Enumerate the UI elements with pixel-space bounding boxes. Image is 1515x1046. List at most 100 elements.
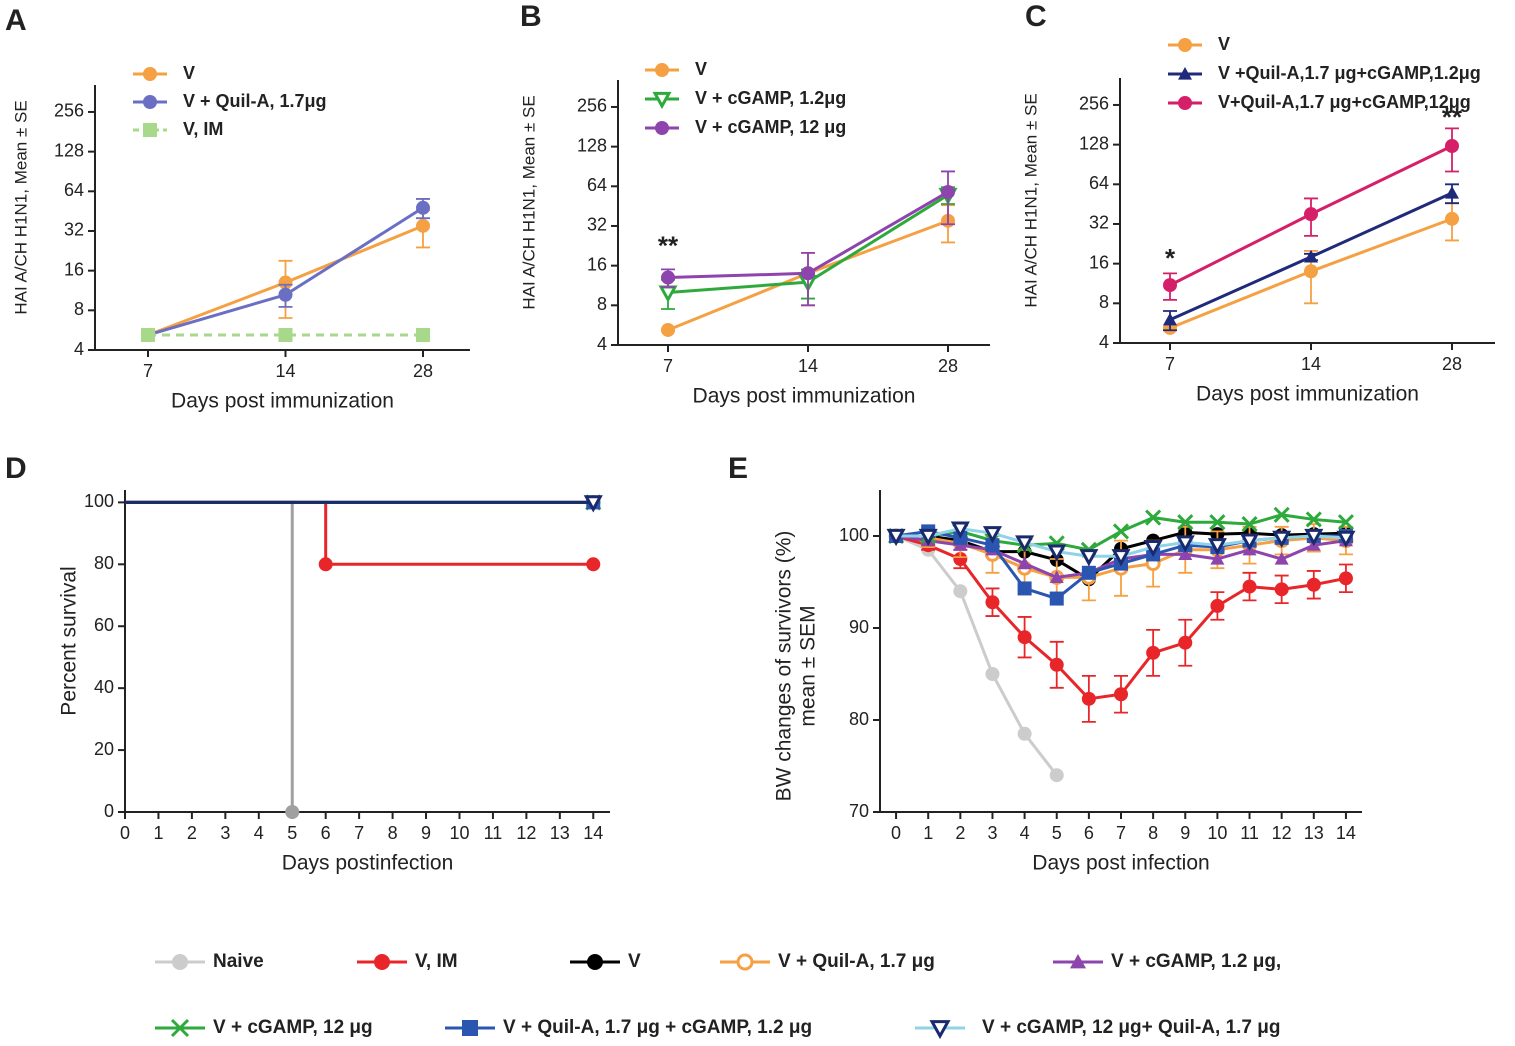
annotation: **	[658, 230, 679, 260]
x-tick-label: 3	[987, 823, 997, 843]
marker	[285, 805, 300, 819]
marker	[1017, 726, 1032, 741]
marker	[1272, 530, 1292, 548]
marker	[462, 1020, 478, 1036]
legend-label: V	[183, 63, 195, 83]
marker	[318, 557, 333, 572]
marker	[1242, 579, 1257, 594]
x-axis-label: Days postinfection	[282, 852, 454, 875]
marker	[652, 91, 672, 110]
y-tick-label: 256	[577, 96, 607, 116]
y-tick-label: 70	[849, 801, 869, 821]
marker	[278, 287, 293, 302]
y-tick-label: 16	[64, 259, 84, 279]
marker	[1049, 768, 1064, 783]
marker	[1081, 691, 1096, 706]
x-tick-label: 9	[421, 823, 431, 843]
legend-label: V +Quil-A,1.7 μg+cGAMP,1.2μg	[1218, 63, 1481, 83]
x-tick-label: 12	[1272, 823, 1292, 843]
y-tick-label: 4	[74, 339, 84, 359]
marker	[583, 495, 603, 513]
marker	[1146, 645, 1161, 660]
y-tick-label: 16	[1089, 252, 1109, 272]
x-tick-label: 4	[1020, 823, 1030, 843]
marker	[143, 67, 157, 81]
marker	[953, 584, 968, 599]
marker	[1175, 535, 1195, 553]
marker	[416, 327, 430, 342]
legend-label: V + Quil-A, 1.7 μg	[778, 951, 935, 972]
y-tick-label: 32	[64, 220, 84, 240]
x-tick-label: 9	[1180, 823, 1190, 843]
y-tick-label: 64	[64, 180, 84, 200]
x-tick-label: 11	[484, 823, 503, 843]
x-tick-label: 2	[955, 823, 965, 843]
marker	[1210, 598, 1225, 613]
marker	[1178, 96, 1192, 110]
marker	[416, 218, 430, 233]
legend-label: V	[628, 951, 641, 972]
marker	[941, 184, 955, 199]
x-tick-label: 2	[187, 823, 197, 843]
panel-label: E	[728, 452, 748, 485]
marker	[1338, 571, 1353, 586]
legend-label: V + cGAMP, 12 μg+ Quil-A, 1.7 μg	[982, 1017, 1281, 1038]
marker	[953, 552, 968, 566]
marker	[1049, 570, 1064, 583]
legend-label: V + cGAMP, 12 μg	[695, 117, 846, 137]
marker	[143, 95, 157, 109]
legend-label: V	[1218, 34, 1230, 54]
marker	[661, 270, 675, 285]
panel-label: D	[5, 452, 27, 485]
y-tick-label: 90	[849, 617, 869, 637]
x-tick-label: 5	[287, 823, 297, 843]
marker	[1209, 514, 1226, 531]
x-tick-label: 12	[516, 823, 536, 843]
marker	[658, 285, 678, 303]
x-tick-label: 1	[153, 823, 163, 843]
marker	[1163, 278, 1177, 293]
marker	[1081, 565, 1096, 580]
marker	[1079, 549, 1099, 567]
y-tick-label: 8	[1099, 292, 1109, 312]
marker	[1304, 264, 1318, 279]
marker	[1047, 544, 1067, 562]
y-axis-label: HAI A/CH H1N1, Mean ± SE	[519, 95, 538, 309]
marker	[1239, 533, 1260, 551]
legend-label: V + Quil-A, 1.7 μg + cGAMP, 1.2 μg	[503, 1017, 812, 1038]
y-axis-label: BW changes of survivors (%)	[773, 531, 796, 802]
marker	[1445, 138, 1459, 153]
marker	[1070, 954, 1086, 969]
marker	[918, 528, 938, 547]
marker	[1017, 581, 1032, 596]
legend-label: V, IM	[183, 119, 223, 139]
y-tick-label: 32	[1089, 213, 1109, 233]
x-tick-label: 3	[220, 823, 230, 843]
y-tick-label: 80	[94, 553, 114, 573]
marker	[801, 266, 815, 281]
x-tick-label: 6	[321, 823, 331, 843]
x-tick-label: 28	[413, 361, 433, 381]
legend-label: V, IM	[415, 951, 458, 972]
x-tick-label: 28	[1442, 354, 1462, 374]
y-tick-label: 60	[94, 615, 114, 635]
marker	[1017, 556, 1032, 570]
y-tick-label: 256	[1079, 94, 1109, 114]
legend-label: V	[695, 59, 707, 79]
marker	[1445, 185, 1459, 199]
x-tick-label: 7	[354, 823, 364, 843]
y-tick-label: 40	[94, 677, 114, 697]
marker	[1273, 506, 1290, 523]
annotation: *	[1165, 243, 1176, 273]
marker	[1305, 511, 1322, 528]
marker	[1178, 547, 1193, 560]
marker	[1178, 38, 1192, 52]
y-tick-label: 64	[1089, 173, 1109, 193]
y-tick-label: 256	[54, 101, 84, 121]
x-tick-label: 0	[120, 823, 130, 843]
x-axis-label: Days post immunization	[171, 390, 394, 413]
x-tick-label: 14	[583, 823, 603, 843]
marker	[1178, 635, 1193, 650]
x-tick-label: 7	[143, 361, 153, 381]
marker	[374, 954, 390, 970]
